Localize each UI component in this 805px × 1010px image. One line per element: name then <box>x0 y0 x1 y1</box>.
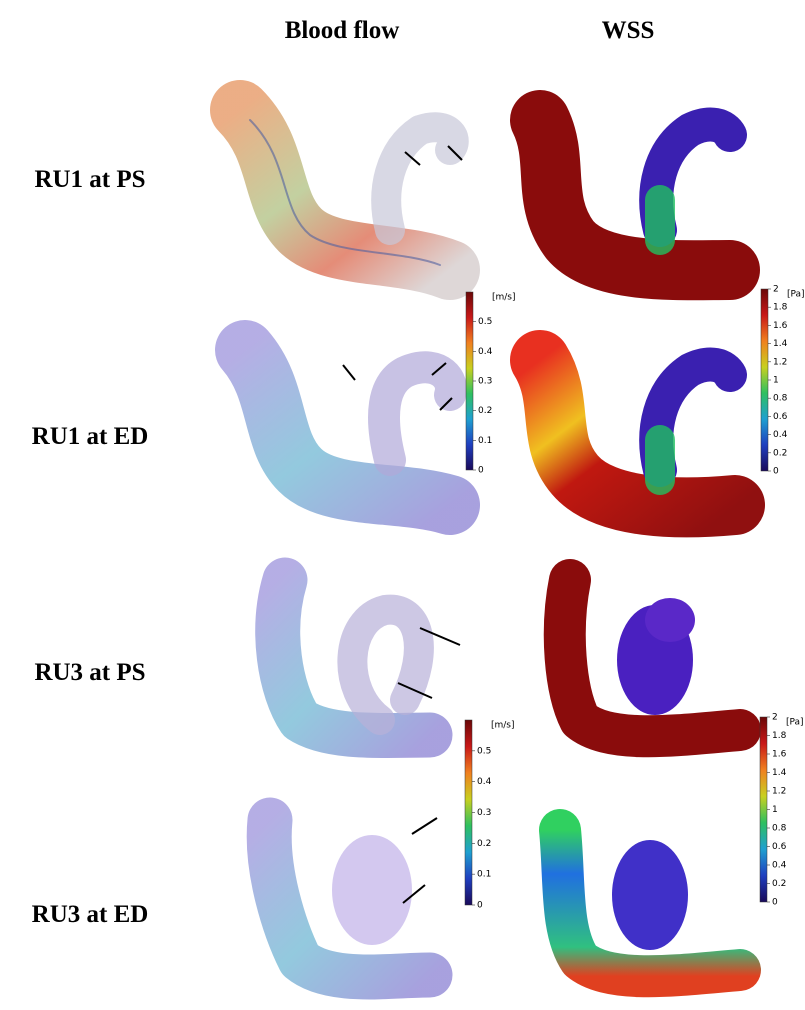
colorbar-tick-label: 0.4 <box>478 347 493 357</box>
colorbar-tick-label: 0 <box>478 466 484 476</box>
colorbar <box>466 292 473 470</box>
colorbar-tick-label: 0.6 <box>773 412 788 422</box>
colorbar-tick-label: 1.4 <box>772 768 787 778</box>
colorbar-tick-label: 0.1 <box>477 870 491 880</box>
colorbar-tick-label: 0.4 <box>773 430 788 440</box>
colorbars: 0 0.1 0.2 0.3 0.4 0.5 [m/s] 0 0.2 0.4 0.6 0.8 1 1.2 1.… <box>465 285 805 911</box>
row-label: RU1 at ED <box>32 423 149 450</box>
colorbar <box>760 717 767 902</box>
column-header: Blood flow <box>285 17 400 44</box>
colorbar-tick-label: 0.2 <box>772 879 786 889</box>
colorbar-tick-label: 0.8 <box>773 394 788 404</box>
row-label: RU3 at PS <box>34 659 145 686</box>
wss-panel <box>540 360 735 507</box>
colorbar-tick-label: 0.2 <box>477 839 491 849</box>
flow-panel <box>269 818 437 977</box>
colorbar-tick-label: 0.4 <box>772 861 787 871</box>
colorbar-tick-label: 1.2 <box>773 357 787 367</box>
wss-panel <box>565 580 740 736</box>
colorbar-tick-label: 0.4 <box>477 777 492 787</box>
colorbar-unit: [Pa] <box>787 290 805 300</box>
colorbar-tick-label: 1 <box>772 805 778 815</box>
colorbar-tick-label: 0.8 <box>772 824 787 834</box>
colorbar-tick-label: 2 <box>773 285 779 295</box>
colorbar-tick-label: 0.3 <box>478 377 492 387</box>
colorbar-tick-label: 1.6 <box>773 321 788 331</box>
colorbar-tick-label: 0 <box>772 898 778 908</box>
colorbar-tick-label: 0.3 <box>477 808 491 818</box>
colorbar-tick-label: 0 <box>773 467 779 477</box>
wss-panel <box>540 120 730 270</box>
column-header: WSS <box>602 17 655 44</box>
colorbar-tick-label: 1.8 <box>772 731 787 741</box>
colorbar-tick-label: 0.5 <box>478 317 492 327</box>
flow-panel <box>240 110 462 270</box>
colorbar-tick-label: 1.6 <box>772 750 787 760</box>
colorbar-tick-label: 0.2 <box>478 406 492 416</box>
colorbar-tick-label: 1.8 <box>773 303 788 313</box>
row-label: RU1 at PS <box>34 166 145 193</box>
flow-panel <box>278 580 460 736</box>
colorbar-tick-label: 0.6 <box>772 842 787 852</box>
row-label: RU3 at ED <box>32 901 149 928</box>
colorbar-tick-label: 2 <box>772 713 778 723</box>
colorbar-tick-label: 1 <box>773 376 779 386</box>
colorbar-tick-label: 0.1 <box>478 436 492 446</box>
colorbar-tick-label: 0.5 <box>477 746 491 756</box>
colorbar-tick-label: 1.4 <box>773 339 788 349</box>
figure: Blood flow WSS RU1 at PS RU1 at ED RU3 a… <box>0 0 805 1010</box>
colorbar <box>465 720 472 905</box>
colorbar-unit: [Pa] <box>786 718 804 728</box>
colorbar-tick-label: 1.2 <box>772 787 786 797</box>
flow-panel <box>245 350 452 505</box>
colorbar-tick-label: 0 <box>477 901 483 911</box>
colorbar-unit: [m/s] <box>492 293 516 303</box>
colorbar <box>761 289 768 471</box>
colorbar-unit: [m/s] <box>491 721 515 731</box>
colorbar-tick-label: 0.2 <box>773 448 787 458</box>
wss-panel <box>560 830 740 976</box>
